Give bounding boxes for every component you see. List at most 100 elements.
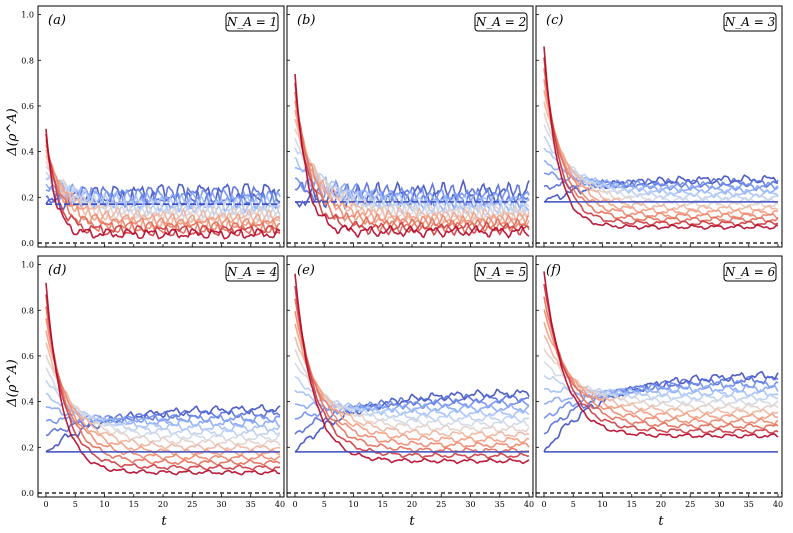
y-tick-label: 0.6: [21, 352, 34, 361]
data-series-line: [45, 318, 281, 462]
data-series-line: [294, 100, 530, 232]
data-series-line: [45, 379, 281, 438]
legend-frame: [723, 262, 777, 282]
data-series-line: [294, 323, 530, 444]
panels-group: 0.0 0.2 0.4 0.6 0.8 1.0 (a) N_A = 1 (b) N_A = 2 (c…: [21, 5, 783, 509]
legend-text: N_A = 4: [226, 265, 277, 279]
y-ticks: [287, 264, 290, 494]
y-tick-label: 0.2: [21, 443, 34, 452]
data-series-line: [543, 283, 779, 435]
x-tick-label: 30: [216, 500, 226, 509]
data-series-line: [543, 375, 779, 435]
y-tick-label: 1.0: [21, 11, 34, 20]
panel-6: 0 5 10 15 20 25 30 35 40 (f) N_A = 6: [535, 255, 783, 509]
legend-frame: [225, 262, 279, 282]
na-legend-box: N_A = 3: [723, 12, 777, 32]
x-tick-label: 35: [495, 500, 505, 509]
legend-text: N_A = 2: [475, 15, 526, 29]
data-series-line: [543, 309, 779, 426]
x-ticks: [294, 244, 530, 247]
data-series-line: [543, 380, 779, 419]
y-tick-label: 0.8: [21, 306, 34, 315]
x-tick-label: 15: [129, 500, 139, 509]
data-series-line: [294, 73, 530, 239]
y-ticks: 0.0 0.2 0.4 0.6 0.8 1.0: [21, 261, 41, 498]
panel-frame: [535, 255, 783, 498]
y-tick-label: 0.8: [21, 56, 34, 65]
x-tick-label: 15: [627, 500, 637, 509]
x-tick-label: 10: [597, 500, 607, 509]
y-axis-label-row1: Δ(ρ^A): [5, 108, 20, 156]
panel-5: 0 5 10 15 20 25 30 35 40 (e) N_A = 5: [286, 255, 534, 509]
data-series-line: [543, 57, 779, 227]
data-series-line: [294, 177, 530, 212]
data-series-line: [45, 306, 281, 467]
panel-3: (c) N_A = 3: [535, 5, 783, 248]
data-series-line: [45, 282, 281, 476]
panel-letter-label: (b): [297, 13, 315, 28]
data-series-line: [543, 68, 779, 223]
na-legend-box: N_A = 1: [225, 12, 279, 32]
data-series-line: [45, 128, 281, 240]
x-tick-label: 25: [436, 500, 446, 509]
x-tick-label: 5: [73, 500, 78, 509]
legend-frame: [723, 12, 777, 32]
data-series-line: [543, 271, 779, 439]
data-series-line: [294, 311, 530, 449]
data-series-line: [294, 388, 530, 453]
legend-frame: [474, 12, 528, 32]
data-series-line: [543, 79, 778, 219]
na-legend-box: N_A = 5: [474, 262, 528, 282]
y-axis-label-row2: Δ(ρ^A): [5, 359, 20, 407]
x-tick-label: 0: [43, 500, 48, 509]
panel-letter-label: (e): [297, 263, 315, 278]
data-series-line: [294, 349, 530, 433]
legend-frame: [225, 12, 279, 32]
x-ticks: [45, 244, 281, 247]
data-series-line: [45, 139, 281, 235]
data-series-line: [45, 179, 281, 215]
legend-text: N_A = 6: [724, 265, 776, 279]
x-tick-label: 35: [246, 500, 256, 509]
x-ticks: 0 5 10 15 20 25 30 35 40: [43, 494, 285, 509]
x-tick-label: 25: [187, 500, 197, 509]
x-axis-label-col1: t: [161, 514, 167, 529]
x-tick-label: 40: [524, 500, 534, 509]
na-legend-box: N_A = 6: [723, 262, 777, 282]
panel-letter-label: (f): [546, 263, 561, 278]
y-tick-label: 0.4: [21, 398, 34, 407]
data-series-line: [45, 155, 281, 228]
x-tick-label: 20: [158, 500, 168, 509]
data-series-line: [294, 118, 530, 226]
x-tick-label: 30: [714, 500, 724, 509]
y-tick-label: 0.4: [21, 148, 34, 157]
data-series-line: [543, 147, 779, 199]
panel-2: (b) N_A = 2: [286, 5, 534, 248]
panel-frame: [535, 5, 783, 248]
x-ticks: [543, 244, 779, 247]
x-tick-label: 35: [744, 500, 754, 509]
curves: [294, 73, 530, 239]
data-series-line: [543, 101, 779, 213]
data-series-line: [45, 342, 281, 452]
na-legend-box: N_A = 4: [225, 262, 279, 282]
legend-text: N_A = 3: [724, 15, 776, 29]
x-tick-label: 10: [99, 500, 109, 509]
curves: [45, 282, 281, 476]
legend-text: N_A = 5: [475, 265, 526, 279]
data-series-line: [543, 296, 779, 430]
x-ticks: 0 5 10 15 20 25 30 35 40: [541, 494, 783, 509]
x-axis-label-col3: t: [658, 514, 664, 529]
curves: [543, 46, 779, 230]
x-tick-label: 20: [656, 500, 666, 509]
x-tick-label: 40: [773, 500, 783, 509]
na-legend-box: N_A = 2: [474, 12, 528, 32]
x-tick-label: 0: [541, 500, 546, 509]
data-series-line: [543, 334, 779, 417]
panel-letter-label: (d): [48, 263, 66, 278]
data-series-line: [543, 174, 779, 203]
panel-letter-label: (a): [48, 13, 66, 28]
x-tick-label: 0: [292, 500, 297, 509]
y-tick-label: 0.0: [21, 489, 34, 498]
